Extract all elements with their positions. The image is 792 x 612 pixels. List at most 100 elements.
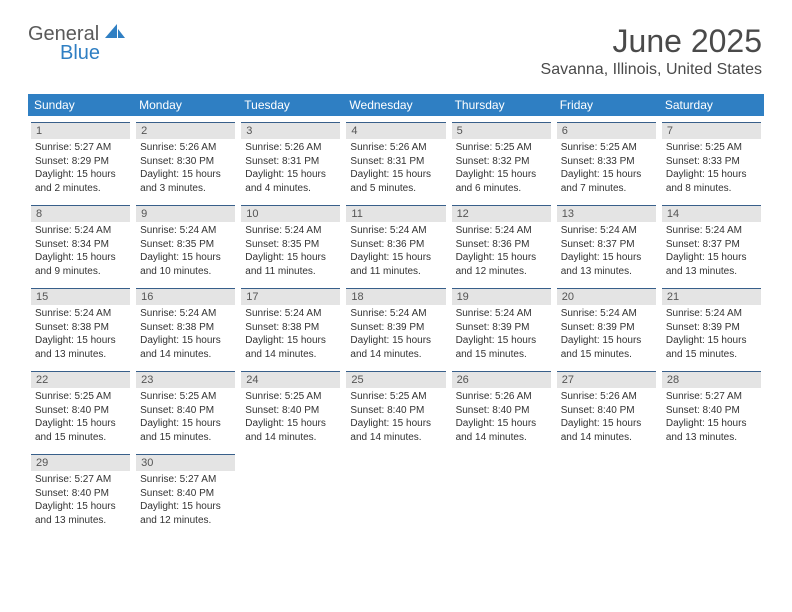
day-7: 7Sunrise: 5:25 AMSunset: 8:33 PMDaylight… [659, 122, 764, 199]
day-number: 27 [557, 371, 656, 388]
day-number: 23 [136, 371, 235, 388]
day-of-week-row: SundayMondayTuesdayWednesdayThursdayFrid… [28, 94, 764, 116]
day-5: 5Sunrise: 5:25 AMSunset: 8:32 PMDaylight… [449, 122, 554, 199]
week-row: 1Sunrise: 5:27 AMSunset: 8:29 PMDaylight… [28, 122, 764, 199]
weeks-container: 1Sunrise: 5:27 AMSunset: 8:29 PMDaylight… [28, 122, 764, 531]
logo-text-2: Blue [60, 42, 100, 65]
day-20: 20Sunrise: 5:24 AMSunset: 8:39 PMDayligh… [554, 288, 659, 365]
day-8: 8Sunrise: 5:24 AMSunset: 8:34 PMDaylight… [28, 205, 133, 282]
day-number: 30 [136, 454, 235, 471]
day-number [452, 454, 551, 471]
day-details: Sunrise: 5:24 AMSunset: 8:38 PMDaylight:… [136, 305, 235, 361]
day-number: 21 [662, 288, 761, 305]
day-3: 3Sunrise: 5:26 AMSunset: 8:31 PMDaylight… [238, 122, 343, 199]
day-details: Sunrise: 5:24 AMSunset: 8:37 PMDaylight:… [662, 222, 761, 278]
day-details: Sunrise: 5:25 AMSunset: 8:32 PMDaylight:… [452, 139, 551, 195]
day-number: 17 [241, 288, 340, 305]
day-details: Sunrise: 5:27 AMSunset: 8:29 PMDaylight:… [31, 139, 130, 195]
day-15: 15Sunrise: 5:24 AMSunset: 8:38 PMDayligh… [28, 288, 133, 365]
day-number: 7 [662, 122, 761, 139]
day-number: 19 [452, 288, 551, 305]
day-number: 3 [241, 122, 340, 139]
day-details: Sunrise: 5:25 AMSunset: 8:40 PMDaylight:… [31, 388, 130, 444]
day-empty [449, 454, 554, 531]
day-number: 29 [31, 454, 130, 471]
month-title: June 2025 [541, 24, 762, 59]
day-number: 24 [241, 371, 340, 388]
day-number: 10 [241, 205, 340, 222]
logo-sail-icon [103, 22, 127, 46]
day-details: Sunrise: 5:25 AMSunset: 8:33 PMDaylight:… [662, 139, 761, 195]
day-details: Sunrise: 5:26 AMSunset: 8:31 PMDaylight:… [346, 139, 445, 195]
day-details: Sunrise: 5:27 AMSunset: 8:40 PMDaylight:… [136, 471, 235, 527]
day-details: Sunrise: 5:26 AMSunset: 8:40 PMDaylight:… [557, 388, 656, 444]
day-28: 28Sunrise: 5:27 AMSunset: 8:40 PMDayligh… [659, 371, 764, 448]
day-number: 12 [452, 205, 551, 222]
day-details: Sunrise: 5:24 AMSunset: 8:34 PMDaylight:… [31, 222, 130, 278]
page-header: June 2025 Savanna, Illinois, United Stat… [541, 24, 762, 79]
day-number: 20 [557, 288, 656, 305]
day-details: Sunrise: 5:24 AMSunset: 8:37 PMDaylight:… [557, 222, 656, 278]
day-30: 30Sunrise: 5:27 AMSunset: 8:40 PMDayligh… [133, 454, 238, 531]
day-number: 6 [557, 122, 656, 139]
day-details: Sunrise: 5:25 AMSunset: 8:33 PMDaylight:… [557, 139, 656, 195]
day-number: 11 [346, 205, 445, 222]
day-details: Sunrise: 5:24 AMSunset: 8:39 PMDaylight:… [346, 305, 445, 361]
day-number [662, 454, 761, 471]
location-text: Savanna, Illinois, United States [541, 61, 762, 79]
day-1: 1Sunrise: 5:27 AMSunset: 8:29 PMDaylight… [28, 122, 133, 199]
day-details: Sunrise: 5:24 AMSunset: 8:39 PMDaylight:… [452, 305, 551, 361]
day-23: 23Sunrise: 5:25 AMSunset: 8:40 PMDayligh… [133, 371, 238, 448]
day-number: 22 [31, 371, 130, 388]
day-4: 4Sunrise: 5:26 AMSunset: 8:31 PMDaylight… [343, 122, 448, 199]
day-number: 9 [136, 205, 235, 222]
day-13: 13Sunrise: 5:24 AMSunset: 8:37 PMDayligh… [554, 205, 659, 282]
day-details: Sunrise: 5:24 AMSunset: 8:39 PMDaylight:… [662, 305, 761, 361]
logo: General Blue [28, 22, 127, 46]
day-17: 17Sunrise: 5:24 AMSunset: 8:38 PMDayligh… [238, 288, 343, 365]
calendar: SundayMondayTuesdayWednesdayThursdayFrid… [28, 94, 764, 531]
day-empty [659, 454, 764, 531]
day-details: Sunrise: 5:24 AMSunset: 8:35 PMDaylight:… [241, 222, 340, 278]
day-16: 16Sunrise: 5:24 AMSunset: 8:38 PMDayligh… [133, 288, 238, 365]
day-number: 8 [31, 205, 130, 222]
day-empty [343, 454, 448, 531]
day-number [241, 454, 340, 471]
day-empty [238, 454, 343, 531]
day-12: 12Sunrise: 5:24 AMSunset: 8:36 PMDayligh… [449, 205, 554, 282]
dow-monday: Monday [133, 94, 238, 116]
day-25: 25Sunrise: 5:25 AMSunset: 8:40 PMDayligh… [343, 371, 448, 448]
dow-wednesday: Wednesday [343, 94, 448, 116]
day-number: 2 [136, 122, 235, 139]
day-9: 9Sunrise: 5:24 AMSunset: 8:35 PMDaylight… [133, 205, 238, 282]
day-details: Sunrise: 5:25 AMSunset: 8:40 PMDaylight:… [346, 388, 445, 444]
day-details: Sunrise: 5:24 AMSunset: 8:36 PMDaylight:… [452, 222, 551, 278]
dow-sunday: Sunday [28, 94, 133, 116]
day-number: 4 [346, 122, 445, 139]
week-row: 22Sunrise: 5:25 AMSunset: 8:40 PMDayligh… [28, 371, 764, 448]
day-14: 14Sunrise: 5:24 AMSunset: 8:37 PMDayligh… [659, 205, 764, 282]
day-number: 26 [452, 371, 551, 388]
week-row: 29 Sunrise: 5:27 AMSunset: 8:40 PMDayligh… [28, 454, 764, 531]
day-details: Sunrise: 5:24 AMSunset: 8:36 PMDaylight:… [346, 222, 445, 278]
day-number [346, 454, 445, 471]
day-number: 25 [346, 371, 445, 388]
day-number: 14 [662, 205, 761, 222]
day-18: 18Sunrise: 5:24 AMSunset: 8:39 PMDayligh… [343, 288, 448, 365]
day-number [557, 454, 656, 471]
day-details: Sunrise: 5:27 AMSunset: 8:40 PMDaylight:… [662, 388, 761, 444]
day-details: Sunrise: 5:25 AMSunset: 8:40 PMDaylight:… [241, 388, 340, 444]
day-number: 28 [662, 371, 761, 388]
dow-saturday: Saturday [659, 94, 764, 116]
dow-friday: Friday [554, 94, 659, 116]
dow-thursday: Thursday [449, 94, 554, 116]
day-21: 21Sunrise: 5:24 AMSunset: 8:39 PMDayligh… [659, 288, 764, 365]
day-19: 19Sunrise: 5:24 AMSunset: 8:39 PMDayligh… [449, 288, 554, 365]
day-number: 5 [452, 122, 551, 139]
day-details: Sunrise: 5:26 AMSunset: 8:40 PMDaylight:… [452, 388, 551, 444]
day-number: 13 [557, 205, 656, 222]
day-11: 11Sunrise: 5:24 AMSunset: 8:36 PMDayligh… [343, 205, 448, 282]
day-number: 15 [31, 288, 130, 305]
day-10: 10Sunrise: 5:24 AMSunset: 8:35 PMDayligh… [238, 205, 343, 282]
day-details: Sunrise: 5:24 AMSunset: 8:38 PMDaylight:… [241, 305, 340, 361]
